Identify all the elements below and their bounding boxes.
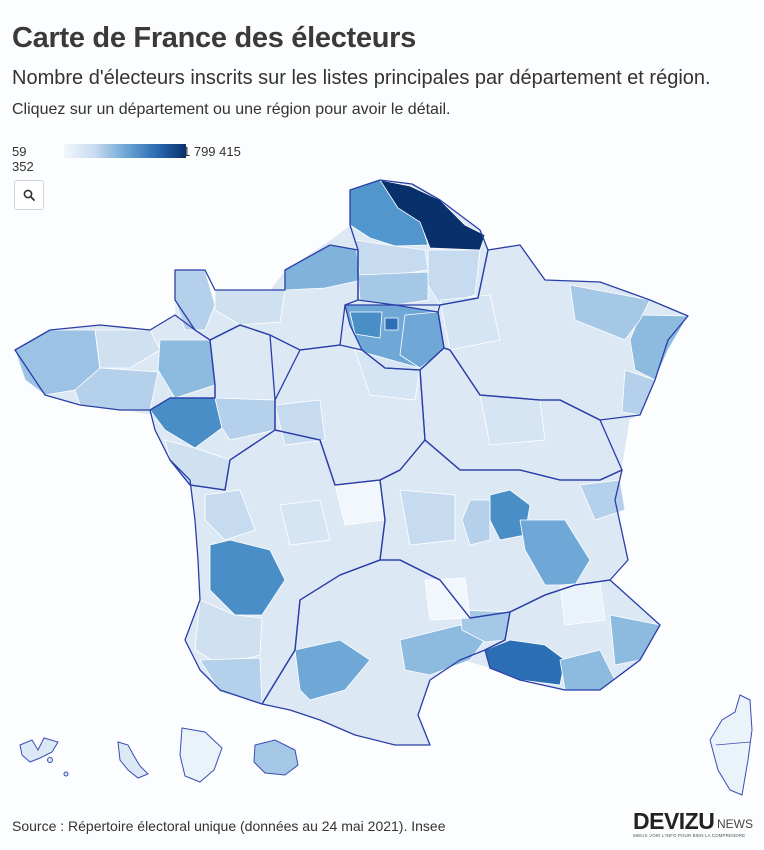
page-subtitle: Nombre d'électeurs inscrits sur les list… [12, 67, 711, 89]
martinique[interactable] [117, 741, 149, 779]
dept-puy-de-dome[interactable] [399, 489, 456, 546]
legend-gradient-bar [64, 144, 186, 158]
dept-charente-maritime[interactable] [204, 489, 256, 541]
dept-landes[interactable] [194, 599, 263, 666]
legend-max-label: 1 799 415 [183, 144, 241, 159]
dept-gironde[interactable] [209, 539, 286, 616]
legend-min-label: 59 352 [12, 144, 34, 174]
instruction-text: Cliquez sur un département ou une région… [12, 101, 451, 118]
dept-cote-d-or[interactable] [479, 394, 546, 446]
page-title: Carte de France des électeurs [12, 22, 416, 54]
dept-bas-rhin[interactable] [629, 314, 689, 381]
dept-pyrenees-atlantiques[interactable] [199, 657, 263, 705]
dept-moselle[interactable] [569, 284, 651, 341]
france-map[interactable] [0, 170, 764, 810]
corse-divider [715, 741, 751, 746]
source-note: Source : Répertoire électoral unique (do… [12, 818, 446, 834]
dept-ille-et-vilaine[interactable] [157, 339, 216, 399]
dept-oise[interactable] [357, 271, 429, 306]
dept-paris[interactable] [384, 317, 399, 331]
dept-haute-vienne[interactable] [279, 499, 331, 546]
region-paca-border [484, 579, 661, 691]
guyane[interactable] [179, 727, 223, 783]
dept-herault[interactable] [399, 624, 486, 676]
dept-yvelines[interactable] [349, 311, 383, 339]
dept-hautes-alpes[interactable] [559, 581, 606, 626]
corse[interactable] [709, 694, 753, 796]
devizu-logo[interactable]: DEVIZU NEWS MIEUX VOIR L'INFO POUR BIEN … [633, 808, 755, 840]
dept-maine-et-loire[interactable] [214, 397, 276, 441]
guadeloupe[interactable] [19, 737, 59, 763]
guadeloupe-island-1[interactable] [47, 757, 53, 763]
dept-loiret[interactable] [354, 349, 421, 401]
dept-marne[interactable] [439, 294, 501, 351]
brand-suffix: NEWS [717, 817, 753, 831]
search-icon [23, 189, 35, 201]
search-button[interactable] [14, 180, 44, 210]
dept-haute-garonne[interactable] [294, 639, 371, 701]
brand-tagline: MIEUX VOIR L'INFO POUR BIEN LA COMPRENDR… [633, 833, 746, 838]
guadeloupe-island-2[interactable] [63, 771, 69, 777]
dept-lozere[interactable] [424, 577, 471, 621]
dept-nord[interactable] [379, 179, 486, 251]
la-reunion[interactable] [253, 739, 299, 776]
dept-haute-savoie[interactable] [579, 479, 626, 521]
brand-name: DEVIZU [633, 808, 715, 834]
dept-cotes-d-armor[interactable] [94, 329, 161, 369]
dept-loire[interactable] [461, 499, 491, 546]
